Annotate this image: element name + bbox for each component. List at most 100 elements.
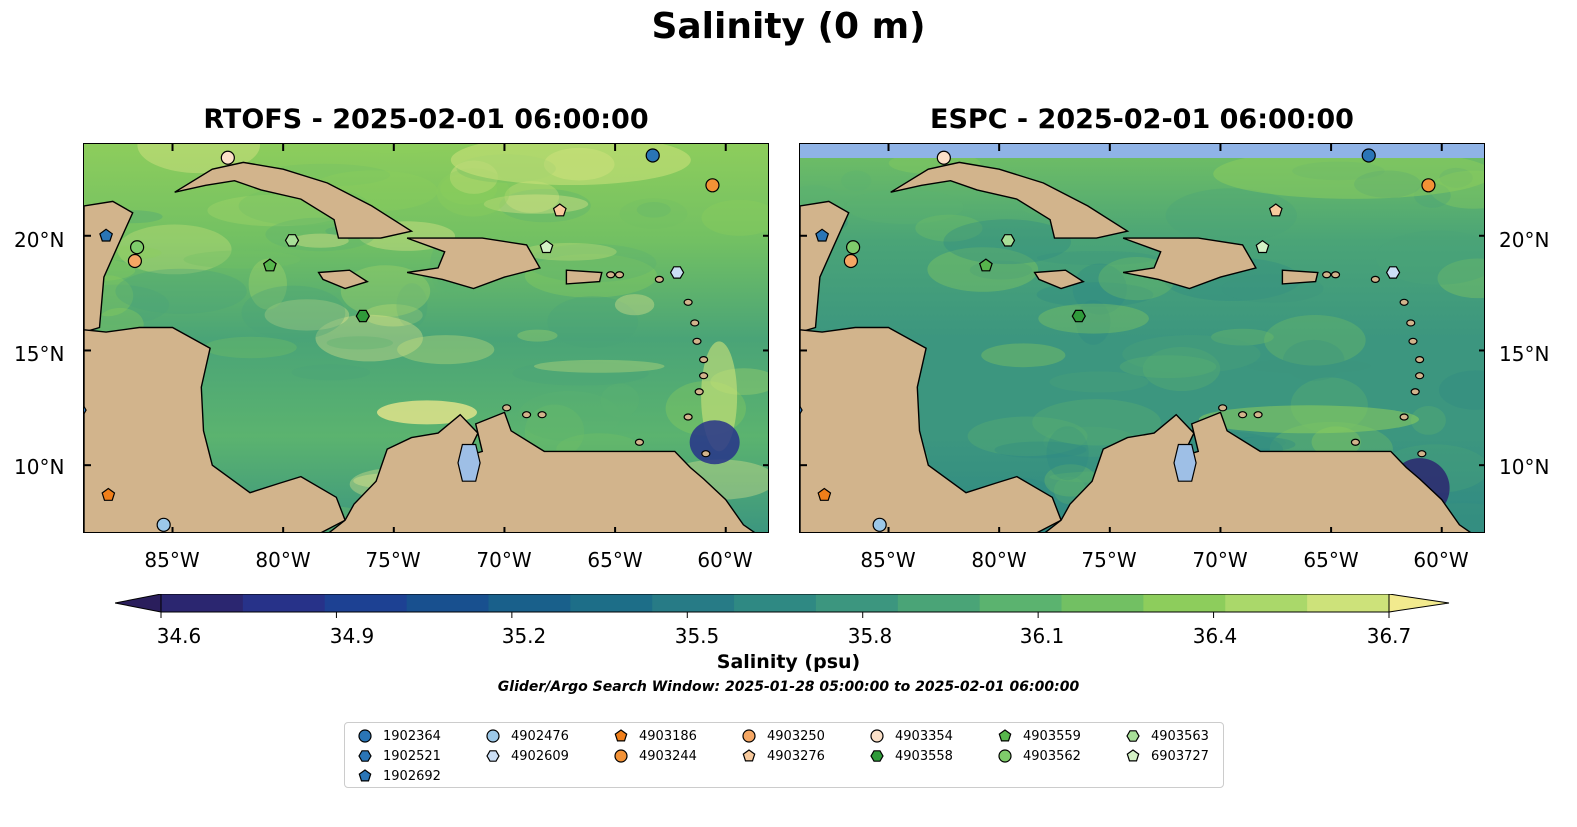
float-marker-4903276	[1268, 203, 1283, 217]
search-window-note: Glider/Argo Search Window: 2025-01-28 05…	[497, 679, 1080, 695]
map-espc-canvas	[800, 144, 1484, 532]
legend-label: 4903562	[1023, 748, 1081, 764]
float-marker-4903562	[130, 240, 145, 255]
float-marker-4902609	[669, 266, 685, 279]
legend-marker-circle-icon	[870, 729, 884, 743]
legend-item-4903563: 4903563	[1125, 726, 1209, 746]
land-puertorico	[1281, 269, 1319, 285]
legend-label: 4902609	[511, 748, 569, 764]
lon-label-60w-right: 60°W	[1413, 548, 1469, 572]
small-island	[683, 298, 693, 306]
legend-item-4903186: 4903186	[613, 726, 697, 746]
legend-marker-circle-icon	[614, 749, 628, 763]
small-island	[614, 271, 625, 279]
legend-label: 4903563	[1151, 728, 1209, 744]
land-hispaniola	[1122, 237, 1257, 290]
land-hispaniola	[406, 237, 541, 290]
colorbar-segment	[161, 594, 244, 612]
legend-label: 4902476	[511, 728, 569, 744]
legend-label: 1902521	[383, 748, 441, 764]
float-marker-1902692	[99, 228, 114, 242]
lon-label-65w-left: 65°W	[587, 548, 643, 572]
colorbar-segment	[242, 594, 326, 612]
legend-label: 4903559	[1023, 728, 1081, 744]
legend-marker-pentagon-icon	[742, 749, 756, 762]
panel-title-rtofs: RTOFS - 2025-02-01 06:00:00	[203, 104, 649, 135]
colorbar-tick-6: 36.4	[1192, 624, 1238, 648]
lat-label-10n-left: 10°N	[14, 455, 65, 479]
colorbar-tick-3: 35.5	[674, 624, 720, 648]
lat-label-20n-right: 20°N	[1499, 228, 1550, 252]
small-island	[694, 388, 704, 396]
lat-label-20n-left: 20°N	[14, 228, 65, 252]
float-marker-1902364	[1361, 148, 1376, 163]
float-marker-4903250	[127, 253, 142, 269]
colorbar	[115, 594, 1450, 618]
legend-item-4903354: 4903354	[869, 726, 953, 746]
legend-label: 4903186	[639, 728, 697, 744]
float-marker-1902692	[815, 228, 830, 242]
small-island	[654, 275, 664, 283]
small-island	[1399, 298, 1409, 306]
small-island	[1417, 450, 1427, 458]
small-island	[1415, 372, 1425, 380]
legend-marker-hexagon-icon	[870, 750, 884, 762]
legend-label: 4903250	[767, 728, 825, 744]
lat-label-15n-right: 15°N	[1499, 342, 1550, 366]
small-island	[634, 438, 645, 446]
figure-title: Salinity (0 m)	[651, 6, 926, 47]
legend-item-1902521: 1902521	[357, 746, 441, 766]
map-rtofs	[83, 143, 769, 533]
legend-marker-pentagon-icon	[1126, 749, 1140, 762]
float-marker-4903559	[262, 258, 277, 272]
legend-marker-hexagon-icon	[358, 750, 372, 762]
legend-label: 4903244	[639, 748, 697, 764]
colorbar-segment	[488, 594, 571, 612]
legend-item-4902476: 4902476	[485, 726, 569, 746]
float-marker-4903354	[936, 150, 951, 165]
float-marker-4902476	[156, 517, 171, 532]
small-island	[1322, 271, 1332, 279]
lake-maracaibo	[1173, 443, 1197, 482]
small-island	[606, 271, 616, 279]
land-jamaica	[317, 269, 369, 290]
float-marker-4903186	[817, 487, 832, 501]
legend-marker-circle-icon	[742, 729, 756, 743]
colorbar-tick-7: 36.7	[1366, 624, 1412, 648]
small-island	[521, 411, 532, 419]
legend-label: 1902692	[383, 768, 441, 784]
small-island	[1253, 411, 1263, 419]
legend-item-1902364: 1902364	[357, 726, 441, 746]
colorbar-tick-1: 34.9	[329, 624, 375, 648]
colorbar-tick-0: 34.6	[156, 624, 202, 648]
lon-label-85w-right: 85°W	[860, 548, 916, 572]
small-island	[692, 337, 702, 345]
panel-title-espc: ESPC - 2025-02-01 06:00:00	[930, 104, 1354, 135]
lon-label-65w-right: 65°W	[1303, 548, 1359, 572]
small-island	[1410, 388, 1420, 396]
colorbar-segment	[734, 594, 817, 612]
colorbar-tick-4: 35.8	[847, 624, 893, 648]
lat-label-10n-right: 10°N	[1499, 455, 1550, 479]
lake-maracaibo	[457, 443, 481, 482]
small-island	[502, 404, 512, 412]
lon-label-75w-left: 75°W	[365, 548, 421, 572]
legend-item-4903244: 4903244	[613, 746, 697, 766]
small-island	[683, 413, 693, 421]
land-southam	[328, 411, 756, 532]
land-puertorico	[565, 269, 603, 285]
float-markers	[84, 148, 720, 532]
float-marker-1902364	[645, 148, 660, 163]
float-marker-6903727	[539, 239, 554, 254]
small-island	[690, 319, 700, 327]
legend-marker-circle-icon	[358, 729, 372, 743]
colorbar-extend-high	[1388, 594, 1450, 613]
float-marker-4903244	[705, 178, 720, 193]
colorbar-tick-2: 35.2	[501, 624, 547, 648]
land-central	[84, 326, 346, 532]
map-rtofs-canvas	[84, 144, 768, 532]
lon-label-70w-right: 70°W	[1192, 548, 1248, 572]
land-cuba	[174, 161, 414, 239]
float-marker-4903186	[101, 487, 116, 501]
small-island	[1406, 319, 1416, 327]
